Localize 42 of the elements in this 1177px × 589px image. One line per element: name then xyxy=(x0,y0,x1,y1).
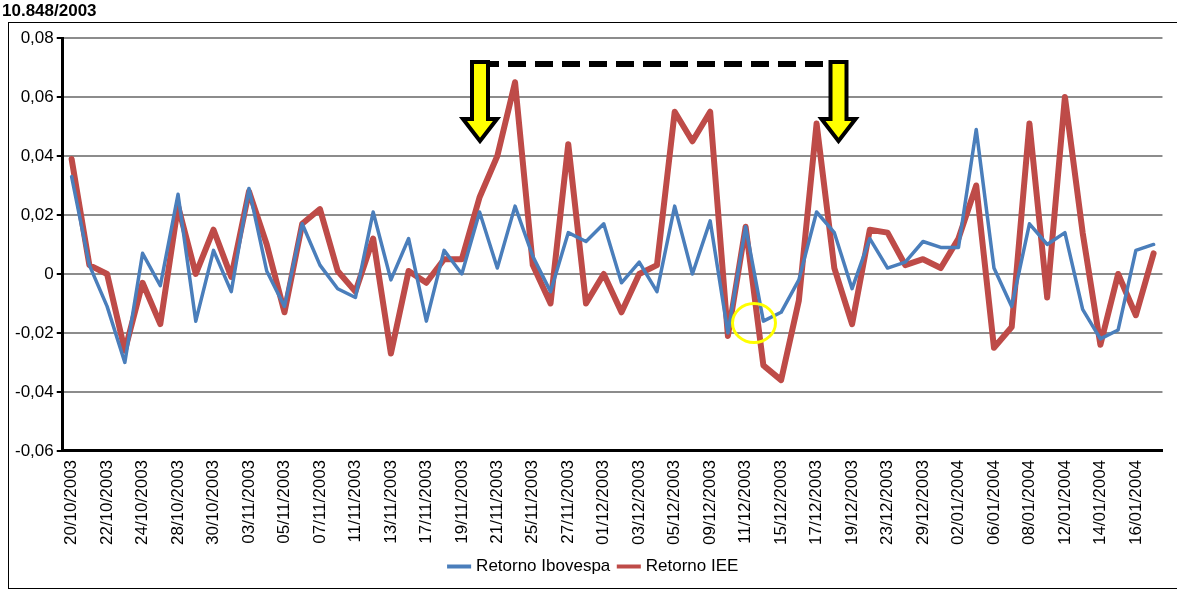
x-tick-label: 08/01/2004 xyxy=(1019,459,1039,546)
y-tick-label: -0,04 xyxy=(15,381,54,401)
legend-label: Retorno Ibovespa xyxy=(476,556,611,576)
x-tick-label: 28/10/2003 xyxy=(167,459,187,546)
x-tick-label: 13/11/2003 xyxy=(380,459,400,544)
x-tick-label: 29/12/2003 xyxy=(912,459,932,546)
legend-label: Retorno IEE xyxy=(645,556,739,576)
x-tick-label: 16/01/2004 xyxy=(1125,459,1145,546)
x-tick-label: 22/10/2003 xyxy=(96,459,116,546)
x-tick-label: 21/11/2003 xyxy=(487,459,506,544)
x-tick-label: 05/11/2003 xyxy=(274,459,294,544)
y-tick-label: 0,06 xyxy=(20,86,54,106)
x-tick-label: 20/10/2003 xyxy=(61,459,81,546)
x-tick-label: 09/12/2003 xyxy=(699,459,719,546)
x-tick-label: 12/01/2004 xyxy=(1054,459,1074,546)
x-tick-label: 14/01/2004 xyxy=(1090,459,1110,546)
x-tick-label: 25/11/2003 xyxy=(522,459,542,544)
x-tick-label: 17/12/2003 xyxy=(806,459,826,546)
x-tick-label: 11/12/2003 xyxy=(735,459,755,544)
y-tick-label: 0 xyxy=(44,263,54,283)
x-tick-label: 07/11/2003 xyxy=(309,459,329,544)
y-tick-label: -0,02 xyxy=(15,322,54,342)
x-tick-label: 19/12/2003 xyxy=(841,459,861,546)
x-tick-label: 23/12/2003 xyxy=(877,459,897,546)
y-tick-label: 0,08 xyxy=(20,27,54,47)
y-tick-label: 0,04 xyxy=(20,145,54,165)
x-tick-label: 03/12/2003 xyxy=(628,459,648,546)
y-tick-label: 0,02 xyxy=(20,204,54,224)
x-tick-label: 11/11/2003 xyxy=(345,459,365,543)
x-tick-label: 24/10/2003 xyxy=(132,459,152,546)
x-tick-label: 05/12/2003 xyxy=(664,459,684,546)
chart-title: 10.848/2003 xyxy=(2,1,97,21)
x-tick-label: 27/11/2003 xyxy=(557,459,577,544)
x-tick-label: 03/11/2003 xyxy=(238,459,258,544)
x-tick-label: 15/12/2003 xyxy=(770,459,790,546)
x-tick-label: 19/11/2003 xyxy=(451,459,471,544)
x-tick-label: 30/10/2003 xyxy=(203,459,223,546)
y-tick-label: -0,06 xyxy=(15,440,54,460)
x-tick-label: 01/12/2003 xyxy=(593,459,613,546)
x-tick-label: 17/11/2003 xyxy=(416,459,436,544)
x-tick-label: 06/01/2004 xyxy=(983,459,1003,546)
x-tick-label: 02/01/2004 xyxy=(948,459,968,546)
